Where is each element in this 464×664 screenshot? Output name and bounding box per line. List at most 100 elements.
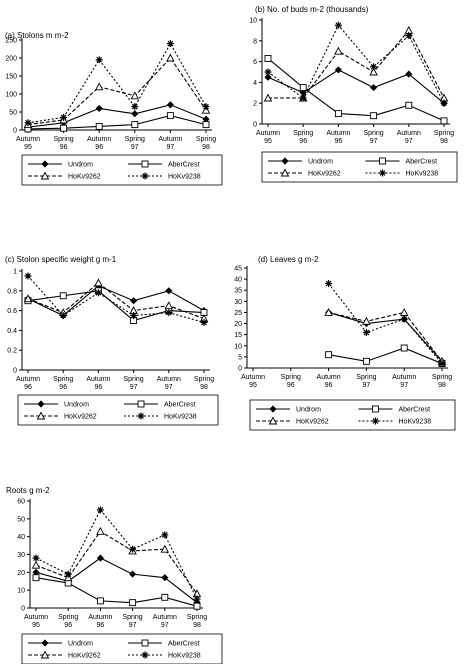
series-line-abercrest [27, 290, 205, 322]
data-point-hokv9238 [131, 103, 139, 111]
x-tick-label: Autumn [16, 136, 40, 143]
data-point-abercrest [193, 602, 201, 610]
data-point-abercrest [370, 112, 378, 120]
x-tick-label: Autumn [87, 136, 111, 143]
x-tick-label: Autumn [158, 136, 182, 143]
x-tick-label-year: 97 [165, 384, 173, 391]
x-tick-label-year: 96 [299, 138, 307, 145]
legend-marker [141, 160, 149, 168]
data-point-abercrest [129, 599, 137, 607]
x-tick-label-year: 96 [97, 622, 105, 629]
legend-marker [36, 411, 46, 420]
data-point-hokv9238 [94, 289, 102, 297]
y-tick-label: 4 [253, 80, 257, 87]
data-point-abercrest [202, 121, 210, 129]
data-point-undrom [334, 66, 342, 74]
legend-label: Undrom [64, 402, 89, 409]
series-line-hokv9262 [27, 282, 205, 320]
data-point-hokv9238 [24, 119, 32, 127]
data-point-abercrest [32, 574, 40, 582]
data-point-abercrest [400, 344, 408, 352]
legend-label: AberCrest [168, 641, 200, 648]
series-line-hokv9238 [328, 283, 443, 364]
x-tick-label: Spring [53, 376, 73, 383]
y-tick-label: 20 [234, 321, 242, 328]
legend: Undrom AberCrest HoKv9262 HoKv9238 [261, 151, 458, 183]
data-point-abercrest [96, 597, 104, 605]
series-line-hokv9238 [27, 42, 207, 124]
data-point-hokv9262 [263, 93, 273, 102]
legend-label: HoKv9238 [164, 414, 197, 421]
y-tick-label: 25 [234, 310, 242, 317]
x-tick-label: Spring [434, 130, 454, 137]
x-tick-label-year: 95 [32, 622, 40, 629]
data-point-hokv9238 [95, 56, 103, 64]
data-point-hokv9262 [334, 46, 343, 55]
legend-marker [137, 412, 145, 420]
series-line-hokv9238 [27, 275, 205, 324]
legend-marker [40, 650, 50, 659]
data-point-abercrest [299, 84, 307, 92]
y-tick-label: 40 [17, 534, 25, 541]
series-line-hokv9238 [267, 24, 445, 104]
data-point-hokv9262 [94, 82, 104, 91]
legend-marker [269, 405, 277, 413]
x-tick-label-year: 95 [24, 144, 32, 151]
x-tick-label: Autumn [153, 614, 177, 621]
data-point-hokv9238 [438, 360, 446, 368]
series-line-abercrest [35, 577, 198, 607]
data-point-hokv9238 [193, 595, 201, 603]
y-tick-label: 30 [17, 552, 25, 559]
y-tick-label: 0 [253, 122, 257, 129]
series-line-abercrest [27, 115, 207, 130]
legend: Undrom AberCrest HoKv9262 HoKv9238 [17, 394, 219, 426]
data-point-hokv9238 [165, 309, 173, 317]
data-point-hokv9238 [325, 280, 333, 288]
legend-box [249, 399, 456, 431]
x-tick-label: Spring [53, 136, 73, 143]
x-tick-label: Spring [58, 614, 78, 621]
data-point-hokv9238 [96, 506, 104, 514]
data-point-hokv9238 [64, 570, 72, 578]
x-tick-label: Spring [123, 376, 143, 383]
legend-box [21, 154, 223, 186]
y-tick-label: 20 [17, 570, 25, 577]
data-point-hokv9238 [161, 531, 169, 539]
legend-label: AberCrest [406, 159, 438, 166]
series-line-abercrest [328, 347, 443, 365]
legend-marker [41, 639, 49, 647]
x-tick-label: Autumn [86, 376, 110, 383]
legend-label: HoKv9262 [68, 174, 101, 181]
x-tick-label-year: 97 [161, 622, 169, 629]
y-tick-label: 0 [238, 366, 242, 373]
legend-label: HoKv9238 [399, 419, 432, 426]
y-tick-label: 5 [238, 354, 242, 361]
y-tick-label: 200 [5, 56, 17, 63]
data-point-undrom [130, 297, 138, 305]
y-tick-label: 1 [13, 269, 17, 276]
chart-title: (a) Stolons m m-2 [5, 31, 69, 40]
y-tick-label: 0.6 [7, 308, 17, 315]
x-tick-label-year: 96 [335, 138, 343, 145]
legend-label: Undrom [296, 407, 321, 414]
series-line-undrom [27, 285, 205, 317]
data-point-abercrest [325, 351, 333, 359]
data-point-hokv9262 [96, 526, 105, 535]
legend-marker [141, 651, 149, 659]
y-tick-label: 0.2 [7, 348, 17, 355]
x-tick-label-year: 97 [400, 382, 408, 389]
legend-marker [40, 171, 50, 180]
data-point-undrom [95, 104, 103, 112]
data-point-hokv9262 [160, 544, 170, 553]
y-tick-label: 8 [253, 38, 257, 45]
data-point-abercrest [440, 117, 448, 125]
data-point-hokv9262 [130, 91, 140, 100]
x-tick-label: Autumn [88, 614, 112, 621]
legend-marker [281, 157, 289, 165]
y-tick-label: 50 [17, 516, 25, 523]
legend-label: Undrom [308, 159, 333, 166]
series-line-undrom [267, 69, 445, 104]
legend-marker [379, 169, 386, 177]
x-tick-label: Spring [293, 130, 313, 137]
legend-marker [372, 405, 379, 413]
